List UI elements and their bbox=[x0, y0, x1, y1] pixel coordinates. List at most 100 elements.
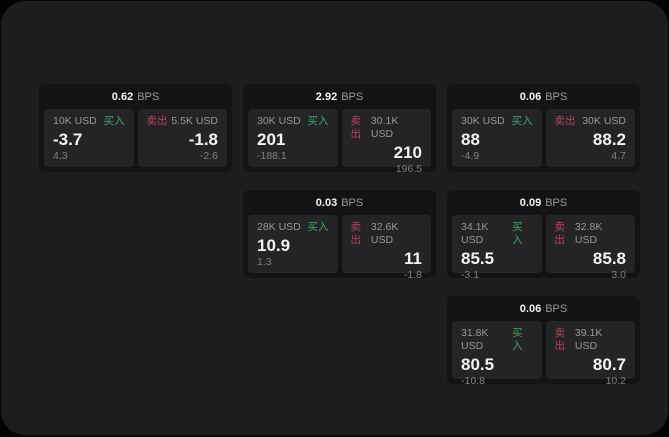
buy-panel[interactable]: 30K USD 买入 88 -4.9 bbox=[452, 109, 542, 167]
buy-panel[interactable]: 31.8K USD 买入 80.5 -10.8 bbox=[452, 321, 542, 387]
sell-sub-value: -1.8 bbox=[403, 269, 422, 281]
buy-panel-header: 31.8K USD 买入 bbox=[461, 327, 533, 353]
sell-panel[interactable]: 卖出 32.6K USD 11 -1.8 bbox=[341, 215, 431, 281]
buy-panel[interactable]: 28K USD 买入 10.9 1.3 bbox=[248, 215, 338, 273]
sell-tag: 卖出 bbox=[554, 221, 566, 246]
sell-price: 11 bbox=[404, 249, 422, 268]
sell-panel[interactable]: 卖出 30.1K USD 210 196.5 bbox=[341, 109, 431, 175]
bps-unit-label: BPS bbox=[545, 90, 568, 103]
buy-panel-header: 28K USD 买入 bbox=[257, 221, 329, 234]
bps-header: 0.09 BPS bbox=[452, 190, 635, 215]
buy-tag: 买入 bbox=[512, 221, 523, 246]
bps-unit-label: BPS bbox=[545, 196, 568, 209]
bps-header: 0.62 BPS bbox=[44, 84, 227, 109]
buy-panel-header: 30K USD 买入 bbox=[461, 115, 533, 128]
sell-size-label: 5.5K USD bbox=[171, 115, 218, 127]
buy-panel-header: 30K USD 买入 bbox=[257, 115, 329, 128]
buy-sub-value: -188.1 bbox=[257, 150, 287, 162]
bps-header: 0.06 BPS bbox=[452, 84, 635, 109]
bps-value: 2.92 bbox=[315, 90, 338, 103]
buy-sub-value: -10.8 bbox=[461, 375, 485, 387]
sell-panel-header: 卖出 30.1K USD bbox=[351, 115, 423, 141]
quote-card: 0.06 BPS 30K USD 买入 88 -4.9 卖出 30K USD 8… bbox=[447, 84, 640, 172]
sell-sub-value: 3.0 bbox=[611, 269, 626, 281]
sell-price: 88.2 bbox=[592, 130, 626, 149]
sell-panel-header: 卖出 5.5K USD bbox=[147, 115, 219, 128]
quote-card: 0.09 BPS 34.1K USD 买入 85.5 -3.1 卖出 32.8K… bbox=[447, 190, 640, 281]
sell-panel[interactable]: 卖出 39.1K USD 80.7 10.2 bbox=[545, 321, 635, 387]
bps-header: 2.92 BPS bbox=[248, 84, 431, 109]
sell-panel-header: 卖出 30K USD bbox=[555, 115, 627, 128]
buy-sub-value: 4.3 bbox=[53, 150, 68, 162]
quote-card: 0.06 BPS 31.8K USD 买入 80.5 -10.8 卖出 39.1… bbox=[447, 296, 640, 387]
sell-panel-header: 卖出 32.8K USD bbox=[555, 221, 627, 247]
buy-panel-header: 34.1K USD 买入 bbox=[461, 221, 533, 247]
buy-size-label: 30K USD bbox=[461, 115, 505, 127]
buy-tag: 买入 bbox=[307, 221, 329, 233]
quote-panels: 30K USD 买入 88 -4.9 卖出 30K USD 88.2 4.7 bbox=[452, 109, 635, 167]
bps-value: 0.03 bbox=[315, 196, 338, 209]
buy-size-label: 28K USD bbox=[257, 221, 301, 233]
bps-unit-label: BPS bbox=[545, 302, 568, 315]
sell-panel[interactable]: 卖出 30K USD 88.2 4.7 bbox=[545, 109, 635, 167]
bps-header: 0.06 BPS bbox=[452, 296, 635, 321]
buy-size-label: 10K USD bbox=[53, 115, 97, 127]
sell-tag: 卖出 bbox=[350, 221, 362, 246]
quote-panels: 30K USD 买入 201 -188.1 卖出 30.1K USD 210 1… bbox=[248, 109, 431, 175]
sell-price: 80.7 bbox=[592, 355, 626, 374]
bps-unit-label: BPS bbox=[341, 196, 364, 209]
buy-sub-value: -4.9 bbox=[461, 150, 480, 162]
bps-unit-label: BPS bbox=[137, 90, 160, 103]
quote-card: 0.62 BPS 10K USD 买入 -3.7 4.3 卖出 5.5K USD… bbox=[39, 84, 232, 172]
quote-panels: 28K USD 买入 10.9 1.3 卖出 32.6K USD 11 -1.8 bbox=[248, 215, 431, 281]
buy-panel[interactable]: 30K USD 买入 201 -188.1 bbox=[248, 109, 338, 167]
quote-panels: 34.1K USD 买入 85.5 -3.1 卖出 32.8K USD 85.8… bbox=[452, 215, 635, 281]
buy-tag: 买入 bbox=[103, 115, 125, 127]
buy-size-label: 30K USD bbox=[257, 115, 301, 127]
sell-size-label: 32.8K USD bbox=[574, 221, 603, 246]
buy-price: 85.5 bbox=[461, 249, 495, 268]
bps-header: 0.03 BPS bbox=[248, 190, 431, 215]
buy-price: 80.5 bbox=[461, 355, 495, 374]
buy-size-label: 31.8K USD bbox=[461, 327, 489, 352]
sell-size-label: 39.1K USD bbox=[574, 327, 603, 352]
sell-size-label: 30.1K USD bbox=[370, 115, 399, 140]
sell-tag: 卖出 bbox=[554, 115, 576, 127]
quote-cards-grid: 0.62 BPS 10K USD 买入 -3.7 4.3 卖出 5.5K USD… bbox=[39, 84, 640, 387]
quote-card: 0.03 BPS 28K USD 买入 10.9 1.3 卖出 32.6K US… bbox=[243, 190, 436, 281]
bps-unit-label: BPS bbox=[341, 90, 364, 103]
sell-sub-value: 4.7 bbox=[611, 150, 626, 162]
buy-sub-value: -3.1 bbox=[461, 269, 480, 281]
buy-panel[interactable]: 10K USD 买入 -3.7 4.3 bbox=[44, 109, 134, 167]
sell-panel[interactable]: 卖出 5.5K USD -1.8 -2.6 bbox=[137, 109, 227, 167]
buy-tag: 买入 bbox=[307, 115, 329, 127]
buy-size-label: 34.1K USD bbox=[461, 221, 489, 246]
sell-tag: 卖出 bbox=[350, 115, 362, 140]
sell-price: 210 bbox=[393, 143, 422, 162]
sell-sub-value: 10.2 bbox=[605, 375, 626, 387]
buy-panel-header: 10K USD 买入 bbox=[53, 115, 125, 128]
sell-size-label: 30K USD bbox=[582, 115, 626, 127]
sell-tag: 卖出 bbox=[554, 327, 566, 352]
sell-sub-value: 196.5 bbox=[395, 163, 422, 175]
buy-price: -3.7 bbox=[53, 130, 83, 149]
sell-panel[interactable]: 卖出 32.8K USD 85.8 3.0 bbox=[545, 215, 635, 281]
quote-panels: 10K USD 买入 -3.7 4.3 卖出 5.5K USD -1.8 -2.… bbox=[44, 109, 227, 167]
buy-panel[interactable]: 34.1K USD 买入 85.5 -3.1 bbox=[452, 215, 542, 281]
bps-value: 0.09 bbox=[519, 196, 542, 209]
quote-card: 2.92 BPS 30K USD 买入 201 -188.1 卖出 30.1K … bbox=[243, 84, 436, 175]
buy-sub-value: 1.3 bbox=[257, 256, 272, 268]
sell-size-label: 32.6K USD bbox=[370, 221, 399, 246]
bps-value: 0.06 bbox=[519, 90, 542, 103]
sell-price: -1.8 bbox=[188, 130, 218, 149]
bps-value: 0.62 bbox=[111, 90, 134, 103]
buy-price: 10.9 bbox=[257, 236, 291, 255]
sell-panel-header: 卖出 32.6K USD bbox=[351, 221, 423, 247]
buy-price: 201 bbox=[257, 130, 286, 149]
sell-sub-value: -2.6 bbox=[199, 150, 218, 162]
quote-panels: 31.8K USD 买入 80.5 -10.8 卖出 39.1K USD 80.… bbox=[452, 321, 635, 387]
sell-price: 85.8 bbox=[592, 249, 626, 268]
bps-value: 0.06 bbox=[519, 302, 542, 315]
buy-tag: 买入 bbox=[512, 327, 523, 352]
